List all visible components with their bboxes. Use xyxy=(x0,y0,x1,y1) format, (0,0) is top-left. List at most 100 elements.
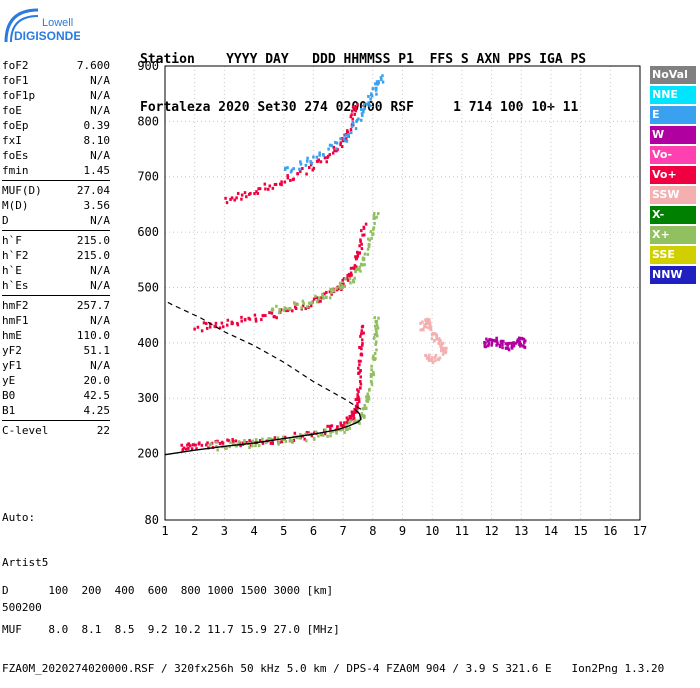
echo-point xyxy=(258,439,262,443)
echo-point xyxy=(326,424,329,428)
echo-point xyxy=(347,272,351,276)
echo-point xyxy=(362,108,365,112)
ionogram-chart: 1 2 3 4 5 6 7 8 9 10 11 12 13 14 15 16 17802003004005006… xyxy=(137,59,647,538)
param-row: h`Es N/A xyxy=(2,278,110,293)
echo-point xyxy=(240,197,243,201)
echo-point xyxy=(218,442,222,446)
echo-point xyxy=(359,262,363,266)
echo-point xyxy=(375,323,379,327)
echo-point xyxy=(441,341,445,345)
electron-density-profile xyxy=(164,408,362,456)
header-values: Fortaleza 2020 Set30 274 020000 RSF 1 71… xyxy=(140,100,579,115)
param-row: h`F2 215.0 xyxy=(2,248,110,263)
x-tick-label: 7 xyxy=(340,524,347,538)
echo-point xyxy=(375,80,379,84)
echo-point xyxy=(284,166,287,170)
echo-point xyxy=(345,139,349,143)
echo-point xyxy=(524,339,527,343)
echo-point xyxy=(344,277,347,281)
echo-point xyxy=(328,290,332,294)
echo-point xyxy=(373,316,377,320)
echo-point xyxy=(319,160,323,164)
echo-point xyxy=(440,342,443,346)
echo-point xyxy=(258,187,262,191)
param-name: C-level xyxy=(2,424,49,437)
x-tick-label: 15 xyxy=(573,524,587,538)
echo-point xyxy=(228,445,231,449)
echo-point xyxy=(284,439,288,443)
echo-point xyxy=(277,440,281,444)
echo-point xyxy=(271,440,274,444)
echo-point xyxy=(438,356,442,360)
echo-point xyxy=(372,354,375,358)
param-row: MUF(D) 27.04 xyxy=(2,183,110,198)
echo-point xyxy=(225,323,229,327)
echo-point xyxy=(299,162,303,166)
mode-trace xyxy=(208,316,380,452)
y-tick-label: 300 xyxy=(137,391,159,405)
legend-item: X+ xyxy=(650,226,696,244)
echo-point xyxy=(360,113,364,117)
legend-item: W xyxy=(650,126,696,144)
echo-point xyxy=(261,314,265,318)
echo-point xyxy=(357,400,361,404)
echo-point xyxy=(369,230,373,234)
echo-point xyxy=(370,92,373,96)
echo-point xyxy=(332,289,336,293)
echo-point xyxy=(484,345,488,349)
echo-point xyxy=(502,339,505,343)
echo-point xyxy=(487,344,490,348)
echo-point xyxy=(351,278,355,282)
x-tick-label: 5 xyxy=(280,524,287,538)
legend-item: X- xyxy=(650,206,696,224)
echo-point xyxy=(427,357,431,361)
echo-point xyxy=(359,375,362,379)
echo-point xyxy=(271,308,275,312)
echo-point xyxy=(344,137,348,141)
echo-point xyxy=(225,201,229,205)
echo-point xyxy=(426,321,430,325)
echo-point xyxy=(286,174,289,178)
echo-point xyxy=(292,167,295,171)
mode-trace xyxy=(283,74,385,174)
param-row: M(D) 3.56 xyxy=(2,198,110,213)
echo-point xyxy=(346,277,349,281)
echo-point xyxy=(221,441,225,445)
echo-point xyxy=(522,340,526,344)
echo-point xyxy=(426,318,430,322)
echo-point xyxy=(200,329,204,333)
echo-point xyxy=(357,268,361,272)
echo-point xyxy=(351,121,355,125)
echo-point xyxy=(349,128,353,132)
echo-point xyxy=(278,311,281,315)
echo-point xyxy=(191,443,195,447)
echo-point xyxy=(443,349,447,353)
echo-point xyxy=(182,446,186,450)
echo-point xyxy=(360,414,363,418)
echo-point xyxy=(268,184,272,188)
echo-point xyxy=(254,438,258,442)
echo-point xyxy=(344,423,348,427)
echo-point xyxy=(358,265,361,269)
echo-point xyxy=(361,257,365,261)
echo-point xyxy=(240,315,243,319)
echo-point xyxy=(369,374,373,378)
echo-point xyxy=(283,435,287,439)
echo-point xyxy=(356,393,359,397)
echo-point xyxy=(302,301,305,305)
echo-point xyxy=(341,278,344,282)
param-name: h`E xyxy=(2,264,22,277)
echo-point xyxy=(348,416,352,420)
x-tick-label: 14 xyxy=(544,524,558,538)
echo-point xyxy=(261,439,264,443)
echo-point xyxy=(522,344,525,348)
param-name: yE xyxy=(2,374,16,387)
scaled-parameters-panel: foF2 7.600 foF1 N/A foF1p N/A foE N/A foEp 0.39 fx… xyxy=(2,58,110,438)
echo-point xyxy=(355,256,359,260)
echo-point xyxy=(334,140,337,144)
echo-point xyxy=(312,437,316,441)
echo-point xyxy=(195,447,198,451)
param-value: N/A xyxy=(90,314,110,327)
echo-point xyxy=(490,343,493,347)
echo-point xyxy=(518,340,522,344)
